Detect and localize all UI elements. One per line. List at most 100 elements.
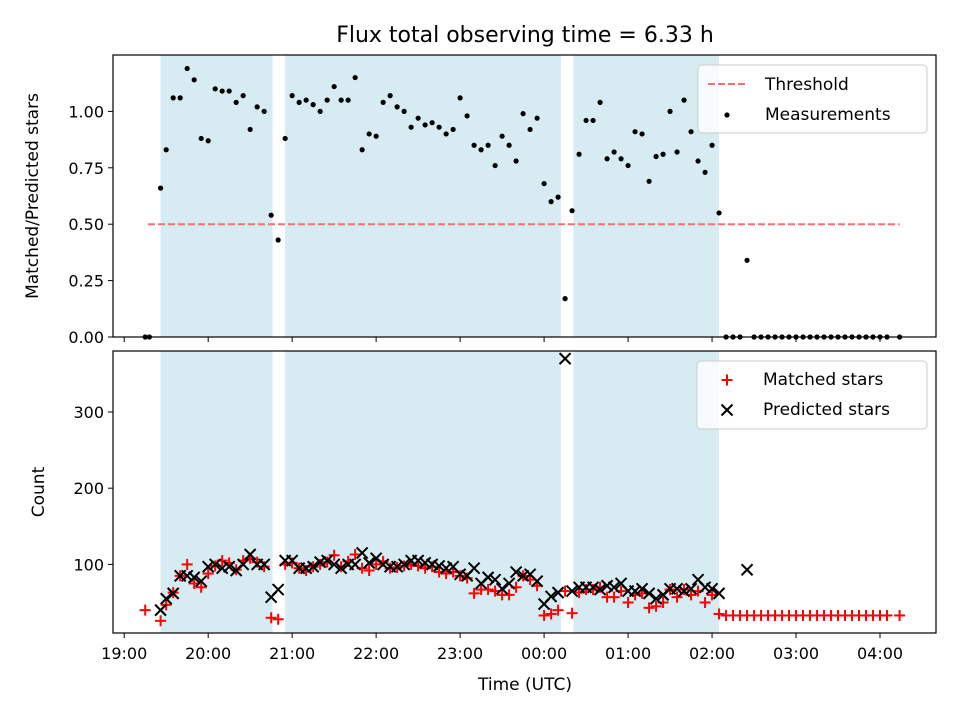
matched-star-point xyxy=(650,600,662,612)
predicted-star-point xyxy=(257,558,271,571)
measurement-point xyxy=(492,162,498,169)
matched-star-point xyxy=(265,612,277,624)
measurement-point xyxy=(380,99,386,105)
matched-star-point xyxy=(566,607,578,619)
measurement-point xyxy=(716,210,722,216)
matched-star-point xyxy=(398,560,410,572)
observing-window xyxy=(160,55,273,337)
measurement-point xyxy=(688,129,694,135)
measurement-point xyxy=(268,212,274,218)
top-axes-frame xyxy=(112,54,937,338)
measurement-point xyxy=(667,108,673,114)
matched-star-point xyxy=(608,591,620,603)
predicted-star-point xyxy=(509,565,523,579)
matched-star-point xyxy=(552,604,564,616)
measurement-point xyxy=(401,108,407,114)
predicted-star-point xyxy=(376,558,390,571)
predicted-star-point xyxy=(166,587,180,600)
measurement-point xyxy=(170,95,176,101)
matched-star-point xyxy=(622,597,634,609)
matched-star-point xyxy=(503,589,515,601)
x-tick-label: 03:00 xyxy=(773,644,819,663)
matched-star-point xyxy=(454,570,466,582)
legend-predicted-label: Predicted stars xyxy=(763,400,890,420)
measurement-point xyxy=(352,74,358,81)
matched-star-point xyxy=(671,591,683,603)
chart-title: Flux total observing time = 6.33 h xyxy=(336,23,714,48)
predicted-star-point xyxy=(327,558,341,571)
matched-star-point xyxy=(363,565,375,577)
measurement-point xyxy=(422,122,428,128)
measurement-point xyxy=(534,115,540,121)
measurement-point xyxy=(310,102,316,108)
matched-star-point xyxy=(545,608,557,620)
measurement-point xyxy=(415,115,421,121)
measurement-point xyxy=(457,95,463,101)
matched-star-point xyxy=(440,568,452,580)
top-y-axis-label: Matched/Predicted stars xyxy=(23,93,43,299)
measurement-point xyxy=(478,147,484,153)
predicted-star-point xyxy=(397,558,411,571)
measurement-point xyxy=(254,104,260,110)
star-count-points xyxy=(139,352,906,627)
top-y-ticks: 0.00 0.25 0.50 0.75 1.00 xyxy=(68,102,113,347)
predicted-star-point xyxy=(154,603,167,617)
predicted-star-point xyxy=(607,581,621,594)
matched-star-point xyxy=(482,584,494,596)
matched-star-point xyxy=(328,549,340,561)
predicted-star-point xyxy=(411,554,425,567)
measurement-point xyxy=(611,149,617,155)
bottom-y-ticks: 100 200 300 xyxy=(73,403,113,574)
legend-measurements-swatch xyxy=(724,112,730,118)
measurement-point xyxy=(695,158,701,164)
legend-threshold-label: Threshold xyxy=(764,75,849,95)
measurement-point xyxy=(289,93,295,99)
predicted-star-point xyxy=(565,584,579,598)
predicted-star-point xyxy=(348,558,362,571)
predicted-star-point xyxy=(635,582,649,596)
measurement-point xyxy=(184,65,190,72)
predicted-star-point xyxy=(712,587,726,600)
measurement-point xyxy=(240,93,246,99)
measurement-point xyxy=(366,131,372,137)
predicted-star-point xyxy=(432,559,446,573)
matched-star-point xyxy=(155,615,167,627)
matched-star-point xyxy=(699,597,711,609)
predicted-star-point xyxy=(334,562,348,575)
matched-star-point xyxy=(881,609,893,621)
matched-star-point xyxy=(202,568,214,580)
predicted-star-point xyxy=(705,582,719,596)
predicted-star-point xyxy=(481,571,495,584)
legend-matched-label: Matched stars xyxy=(763,370,883,390)
observing-window xyxy=(285,55,561,337)
predicted-star-point xyxy=(159,592,173,605)
predicted-star-point xyxy=(502,577,516,590)
measurement-point xyxy=(317,108,323,114)
measurement-point xyxy=(205,138,211,144)
matched-star-point xyxy=(349,548,361,560)
legend-predicted-swatch xyxy=(720,403,734,417)
predicted-star-point xyxy=(271,583,285,596)
legend-measurements-label: Measurements xyxy=(765,105,891,125)
measurement-point xyxy=(513,158,519,164)
measurement-point xyxy=(177,95,183,101)
measurement-point xyxy=(338,97,344,103)
predicted-star-point xyxy=(194,574,208,588)
top-legend: Threshold Measurements xyxy=(697,64,928,134)
top-legend-box xyxy=(697,64,928,134)
predicted-marker xyxy=(720,403,734,417)
measurement-point xyxy=(303,97,309,103)
x-axis-label: Time (UTC) xyxy=(477,675,572,695)
y-tick-label: 1.00 xyxy=(68,102,104,121)
predicted-star-point xyxy=(222,560,236,573)
measurement-point xyxy=(520,111,526,117)
matched-star-point xyxy=(573,587,585,599)
matched-star-point xyxy=(706,589,718,601)
measurement-point xyxy=(527,126,533,133)
measurement-point xyxy=(212,86,218,92)
top-x-ticks xyxy=(123,337,881,342)
x-tick-label: 04:00 xyxy=(857,644,903,663)
measurement-point xyxy=(408,124,414,130)
predicted-star-point xyxy=(355,546,369,560)
